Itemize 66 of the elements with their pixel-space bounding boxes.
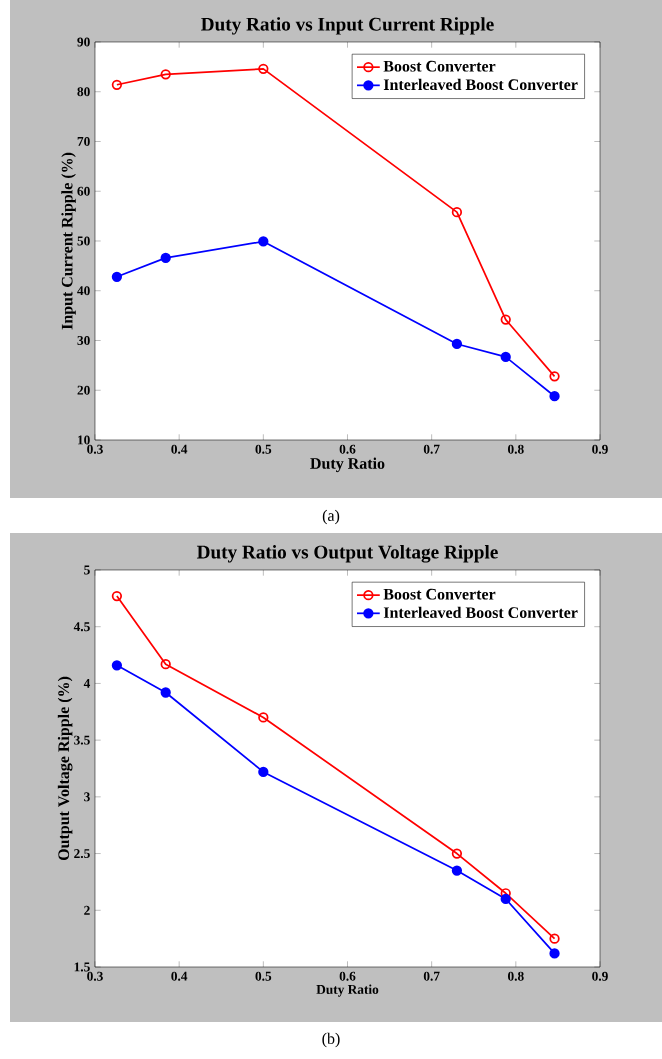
point xyxy=(160,69,171,80)
y-tick-label: 1.5 xyxy=(74,962,90,972)
y-tick-label: 3 xyxy=(84,792,90,802)
point xyxy=(258,712,269,723)
text: (a) xyxy=(322,509,340,525)
point xyxy=(549,948,560,959)
legend-label: Boost Converter xyxy=(383,60,496,72)
y-tick-label: 90 xyxy=(77,37,90,47)
text: (b) xyxy=(322,1032,340,1048)
point xyxy=(451,338,463,350)
legend-label: Boost Converter xyxy=(383,588,496,600)
y-tick-label: 4.5 xyxy=(73,622,90,632)
y-tick-label: 70 xyxy=(77,136,90,146)
x-tick-label: 0.4 xyxy=(171,444,188,454)
point xyxy=(500,314,511,325)
chart-title: Duty Ratio vs Output Voltage Ripple xyxy=(196,545,498,563)
y-tick-label: 40 xyxy=(77,286,90,296)
y-tick-label: 30 xyxy=(77,335,90,345)
point xyxy=(160,252,171,264)
y-tick-label: 2 xyxy=(84,905,90,915)
x-tick-label: 0.8 xyxy=(508,971,524,981)
y-tick-label: 5 xyxy=(84,565,90,575)
legend-label: Interleaved Boost Converter xyxy=(383,78,578,91)
point xyxy=(500,351,511,363)
point xyxy=(451,865,463,876)
y-tick-label: 20 xyxy=(77,385,90,395)
x-axis-title: Duty Ratio xyxy=(316,984,379,997)
x-tick-label: 0.5 xyxy=(255,444,272,454)
x-tick-label: 0.5 xyxy=(255,971,272,981)
x-tick-label: 0.3 xyxy=(87,444,103,454)
y-tick-label: 80 xyxy=(77,87,90,97)
x-tick-label: 0.7 xyxy=(423,444,440,454)
x-tick-label: 0.9 xyxy=(592,444,608,454)
point xyxy=(549,391,560,402)
chart-title: Duty Ratio vs Input Current Ripple xyxy=(201,17,494,35)
y-tick-label: 10 xyxy=(78,435,90,445)
point xyxy=(258,63,269,74)
point xyxy=(111,271,123,282)
point xyxy=(258,766,269,778)
point xyxy=(160,659,171,670)
point xyxy=(111,660,123,671)
x-tick-label: 0.4 xyxy=(171,971,188,981)
y-tick-label: 3.5 xyxy=(74,735,90,745)
point xyxy=(160,687,171,698)
y-tick-label: 4 xyxy=(83,679,91,688)
point xyxy=(451,207,463,218)
x-axis-title: Duty Ratio xyxy=(310,457,385,473)
y-tick-label: 2.5 xyxy=(74,849,90,859)
point xyxy=(549,933,560,944)
x-tick-label: 0.6 xyxy=(339,444,356,454)
point xyxy=(111,79,123,90)
point xyxy=(500,893,511,905)
point xyxy=(111,590,123,602)
x-tick-label: 0.3 xyxy=(87,971,103,981)
x-tick-label: 0.7 xyxy=(423,971,440,981)
x-tick-label: 0.9 xyxy=(592,971,608,981)
y-axis-title: Input Current Ripple (%) xyxy=(61,152,76,330)
y-axis-title: Output Voltage Ripple (%) xyxy=(57,676,73,861)
x-tick-label: 0.6 xyxy=(339,971,356,981)
legend-label: Interleaved Boost Converter xyxy=(383,606,578,619)
x-tick-label: 0.8 xyxy=(508,444,524,454)
y-tick-label: 50 xyxy=(77,236,90,246)
point xyxy=(451,848,463,859)
y-tick-label: 60 xyxy=(77,186,90,196)
point xyxy=(549,371,560,382)
point xyxy=(258,236,269,247)
